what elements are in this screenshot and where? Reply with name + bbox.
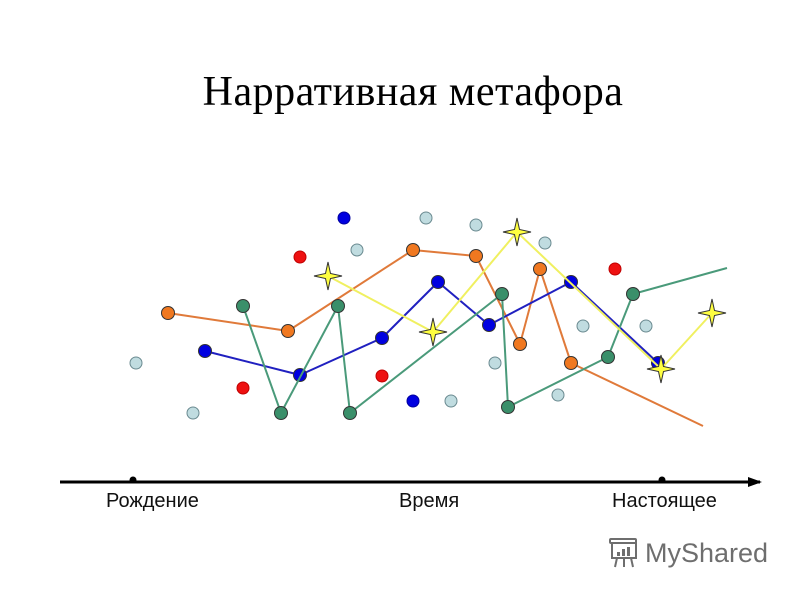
present-marker	[658, 476, 666, 484]
orange-storyline-node	[533, 262, 547, 276]
star-icon	[502, 217, 532, 247]
orange-storyline-node	[406, 243, 420, 257]
star-icon	[646, 354, 676, 384]
red-event-dot	[236, 381, 250, 395]
lightblue-event-dot	[129, 356, 143, 370]
time-axis	[60, 476, 762, 487]
green-storyline	[236, 267, 728, 420]
orange-storyline	[161, 243, 704, 427]
green-storyline-node	[501, 400, 515, 414]
lightblue-event-dot	[551, 388, 565, 402]
orange-storyline-node	[469, 249, 483, 263]
blue-storyline-node	[198, 344, 212, 358]
watermark: MyShared	[607, 536, 768, 570]
green-storyline-node	[274, 406, 288, 420]
slide-title: Нарративная метафора	[202, 69, 624, 115]
orange-storyline-node	[513, 337, 527, 351]
star-icon	[697, 298, 727, 328]
star-icon	[313, 261, 343, 291]
blue-storyline-node	[431, 275, 445, 289]
blue-event-dot	[337, 211, 351, 225]
yellow-storyline	[313, 217, 727, 384]
green-storyline-node	[343, 406, 357, 420]
lightblue-event-dot	[419, 211, 433, 225]
presentation-board-icon	[609, 538, 637, 568]
red-event-dot	[375, 369, 389, 383]
blue-event-dot	[406, 394, 420, 408]
axis-label-birth: Рождение	[106, 490, 199, 512]
lightblue-event-dot	[444, 394, 458, 408]
red-event-dot	[293, 250, 307, 264]
green-storyline-path	[242, 267, 728, 414]
star-icon	[418, 317, 448, 347]
orange-storyline-node	[161, 306, 175, 320]
lightblue-event-dot	[538, 236, 552, 250]
birth-marker	[129, 476, 137, 484]
green-storyline-node	[626, 287, 640, 301]
green-storyline-node	[236, 299, 250, 313]
lightblue-event-dot	[488, 356, 502, 370]
axis-label-present: Настоящее	[612, 490, 717, 512]
lightblue-event-dot	[186, 406, 200, 420]
lightblue-event-dot	[576, 319, 590, 333]
watermark-text: MyShared	[645, 537, 769, 568]
green-storyline-node	[601, 350, 615, 364]
blue-storyline-node	[482, 318, 496, 332]
orange-storyline-node	[281, 324, 295, 338]
red-event-dot	[608, 262, 622, 276]
lightblue-event-dot	[350, 243, 364, 257]
green-storyline-node	[331, 299, 345, 313]
green-storyline-node	[495, 287, 509, 301]
orange-storyline-node	[564, 356, 578, 370]
storylines	[161, 217, 728, 427]
lightblue-event-dot	[469, 218, 483, 232]
orange-storyline-path	[167, 249, 704, 427]
blue-storyline-node	[375, 331, 389, 345]
axis-label-time: Время	[399, 490, 460, 512]
isolated-events	[129, 211, 653, 420]
lightblue-event-dot	[639, 319, 653, 333]
